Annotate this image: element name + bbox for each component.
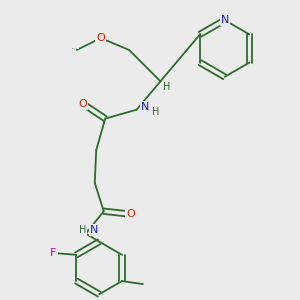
Text: H: H: [79, 225, 86, 235]
Text: N: N: [220, 15, 229, 25]
Text: H: H: [152, 107, 160, 117]
Text: O: O: [78, 99, 87, 109]
Text: methoxy: methoxy: [72, 48, 79, 49]
Text: N: N: [141, 102, 149, 112]
Text: O: O: [126, 209, 135, 219]
Text: H: H: [163, 82, 171, 92]
Text: F: F: [50, 248, 57, 258]
Text: N: N: [90, 225, 98, 235]
Text: O: O: [96, 33, 105, 43]
